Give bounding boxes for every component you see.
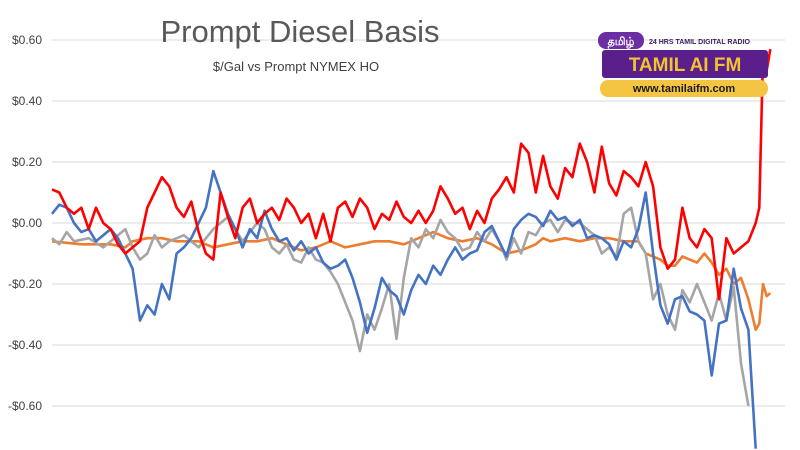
logo-tamil-badge (598, 32, 644, 49)
chart-subtitle: $/Gal vs Prompt NYMEX HO (213, 59, 379, 74)
grid-lines (52, 39, 785, 407)
y-axis-ticks: $0.60 $0.40 $0.20 $0.00 -$0.20 -$0.40 -$0.60 (8, 33, 42, 413)
series-lines (50, 48, 772, 449)
y-tick-label: $0.60 (12, 33, 42, 47)
series-line-4 (51, 48, 772, 301)
y-tick-label: -$0.60 (8, 399, 42, 413)
series-line-1 (51, 230, 772, 332)
y-tick-label: $0.40 (12, 94, 42, 108)
series-line-3 (50, 169, 757, 449)
logo-url: www.tamilaifm.com (632, 83, 736, 95)
logo-name-banner (602, 50, 768, 78)
y-tick-label: -$0.20 (8, 277, 42, 291)
logo-name: TAMIL AI FM (629, 55, 742, 76)
logo-tagline: 24 HRS TAMIL DIGITAL RADIO (649, 39, 751, 46)
y-tick-label: $0.20 (12, 155, 42, 169)
logo-tamil-text: தமிழ் (608, 35, 635, 49)
y-tick-label: $0.00 (12, 216, 42, 230)
series-line-2 (51, 206, 750, 407)
y-tick-label: -$0.40 (8, 338, 42, 352)
chart-title: Prompt Diesel Basis (160, 14, 439, 49)
tamil-ai-fm-logo: தமிழ் 24 HRS TAMIL DIGITAL RADIO TAMIL A… (598, 32, 768, 97)
logo-url-bar (600, 80, 768, 97)
